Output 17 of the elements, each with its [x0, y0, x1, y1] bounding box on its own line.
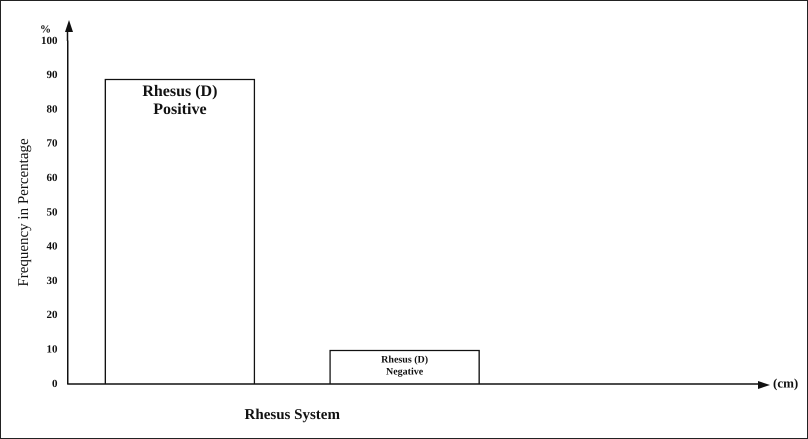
y-tick-label: 0 [52, 378, 58, 390]
x-tick-label: Rhesus (D) Negative [381, 354, 428, 378]
y-tick-label: 80 [46, 103, 58, 116]
x-axis-title: Rhesus System [244, 406, 340, 423]
y-tick-label: 60 [46, 172, 58, 184]
y-tick-label: 10 [46, 344, 58, 356]
text: % [40, 23, 51, 36]
y-tick-label: 40 [46, 240, 58, 253]
y-tick-label: 30 [46, 274, 58, 287]
text: (cm) [773, 375, 798, 390]
y-tick-label: 70 [46, 138, 58, 150]
y-tick-label: 90 [46, 69, 58, 82]
x-tick-label: Rhesus (D) Positive [142, 82, 218, 118]
y-tick-label: 50 [46, 206, 58, 218]
y-tick-label: 100 [41, 34, 58, 47]
y-axis-title: Frequency in Percentage [16, 138, 32, 287]
y-tick-label: 20 [46, 309, 58, 322]
